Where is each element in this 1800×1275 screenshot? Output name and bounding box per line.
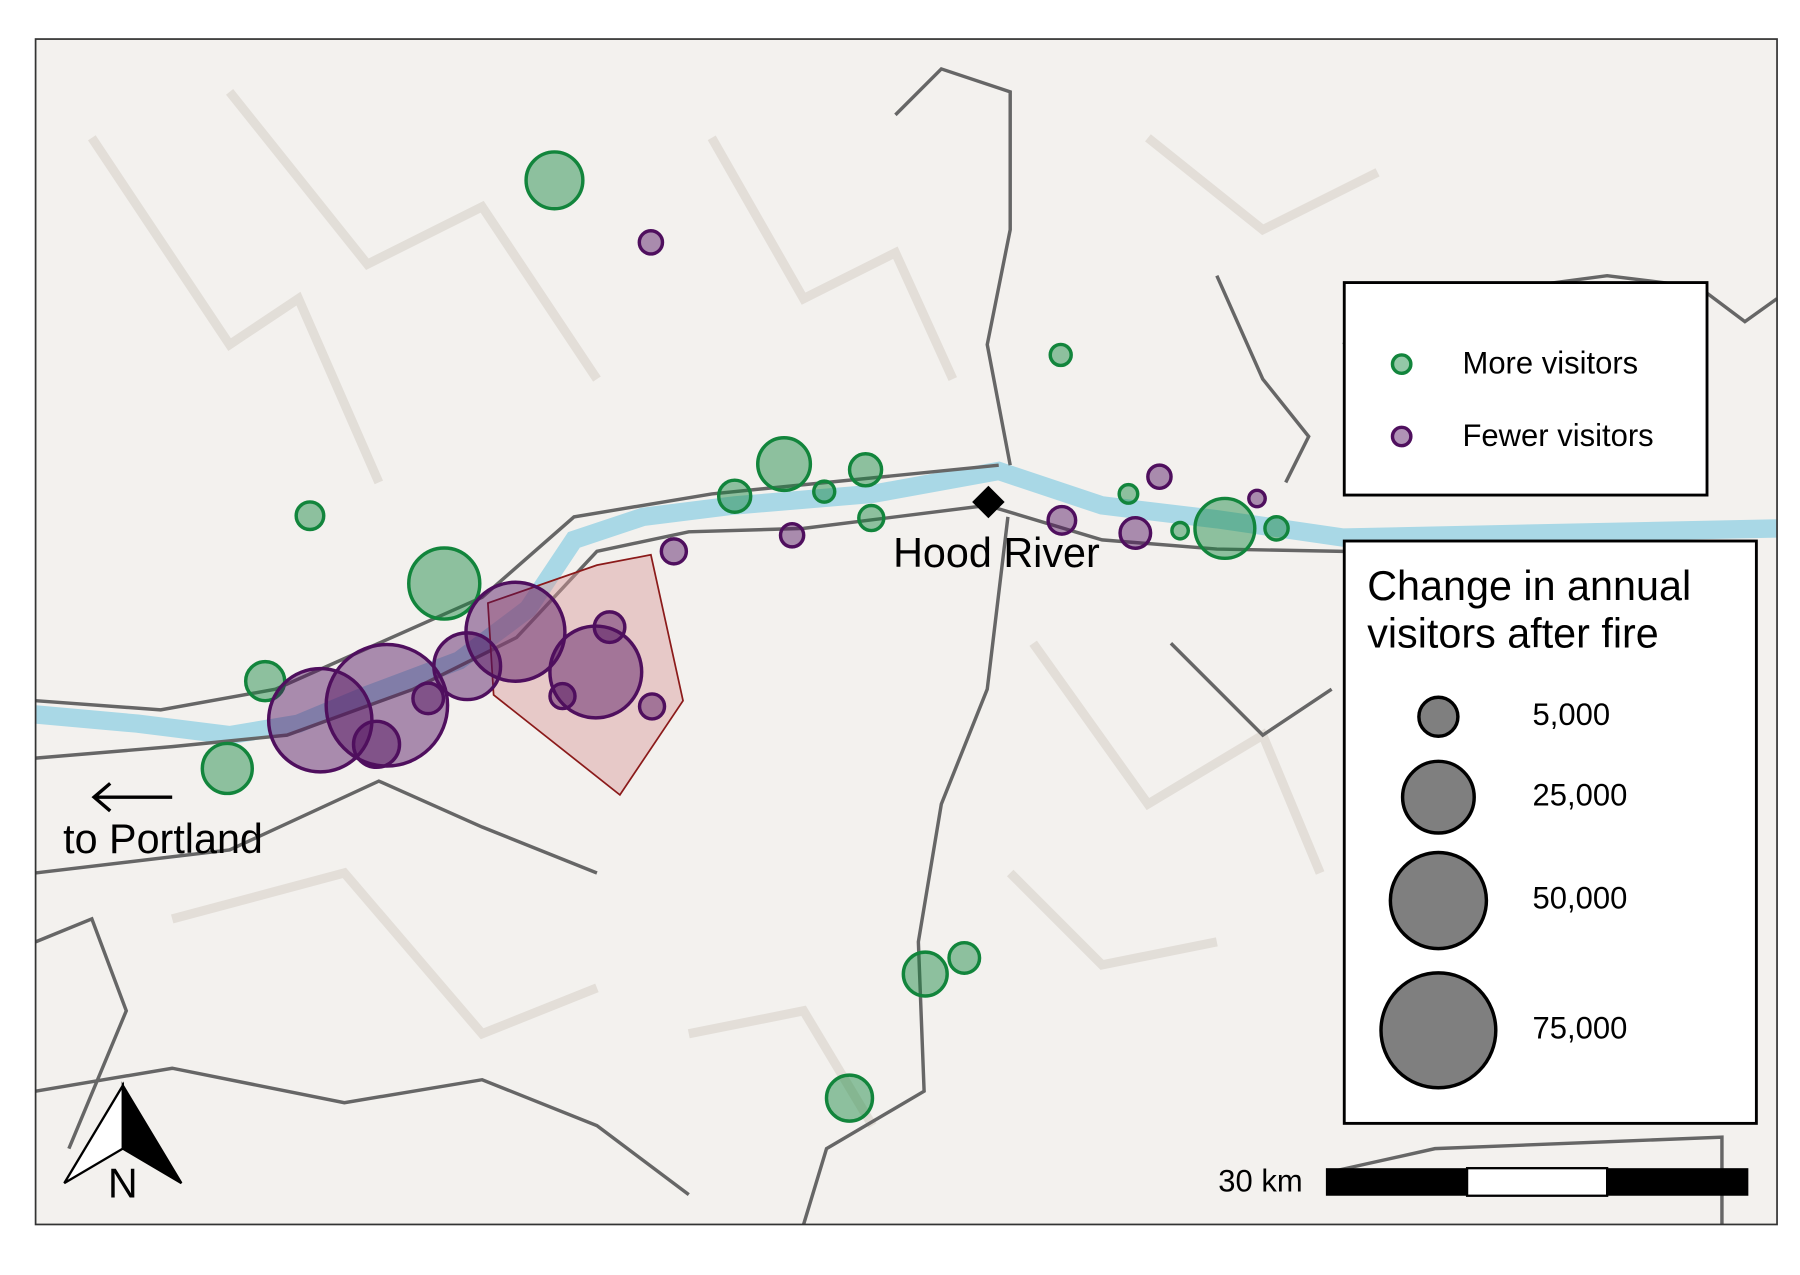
north-label: N: [108, 1160, 138, 1206]
points: [200, 150, 1290, 1123]
size-legend-label: 75,000: [1533, 1011, 1628, 1046]
visitor-point: [659, 537, 689, 566]
visitor-point: [637, 692, 667, 721]
scale-bar: [1465, 1167, 1609, 1197]
visitor-point: [778, 521, 806, 549]
size-legend-key: [1379, 971, 1498, 1090]
legend: More visitors Fewer visitors Change in ann…: [1367, 345, 1691, 1090]
direction-label: to Portland: [63, 816, 263, 862]
visitor-point: [812, 479, 837, 504]
visitor-point: [411, 681, 446, 716]
visitor-point: [1247, 488, 1267, 509]
visitor-point: [1263, 515, 1290, 542]
city-label: Hood River: [893, 530, 1100, 576]
scale-bar: [1607, 1168, 1749, 1196]
visitor-point: [407, 546, 482, 621]
visitor-point: [1118, 515, 1153, 550]
visitor-point: [1146, 463, 1173, 491]
legend-key: [1390, 425, 1413, 448]
scale-label: 30 km: [1218, 1163, 1302, 1198]
visitor-point: [847, 452, 884, 488]
visitor-point: [1117, 482, 1140, 505]
legend-key: [1390, 353, 1413, 376]
river: [34, 461, 1778, 745]
visitor-point: [294, 500, 326, 532]
size-legend-title: visitors after fire: [1367, 610, 1659, 656]
size-legend-label: 5,000: [1533, 697, 1611, 732]
city-marker: [972, 485, 1005, 519]
visitor-point: [947, 940, 982, 975]
visitor-point: [548, 681, 577, 711]
size-legend-label: 50,000: [1533, 881, 1628, 916]
visitor-point: [351, 719, 402, 770]
visitor-point: [1046, 504, 1078, 536]
legend-box: [1342, 281, 1709, 497]
size-legend-title: Change in annual: [1367, 563, 1691, 609]
map-frame: [34, 38, 1778, 1226]
size-legend-key: [1400, 759, 1476, 835]
direction-arrowhead: [91, 782, 112, 813]
visitor-point: [200, 741, 254, 796]
relief: [88, 89, 1380, 1129]
size-legend-key: [1388, 850, 1489, 951]
scale-bar: [1325, 1168, 1468, 1196]
visitor-point: [901, 950, 949, 998]
visitor-point: [524, 150, 585, 211]
visitor-point: [637, 229, 665, 256]
legend-label: Fewer visitors: [1463, 418, 1654, 453]
visitor-point: [1193, 496, 1257, 561]
visitor-point: [592, 610, 627, 645]
visitor-point: [1170, 520, 1191, 541]
visitor-point: [824, 1073, 875, 1123]
visitor-point: [857, 503, 886, 533]
visitor-point: [716, 478, 753, 514]
north-arrow-right: [121, 1081, 183, 1185]
legend-label: More visitors: [1463, 345, 1639, 380]
size-legend-label: 25,000: [1533, 777, 1628, 812]
size-legend-key: [1417, 695, 1460, 738]
visitor-point: [1048, 342, 1073, 368]
fire-perimeter: [486, 553, 684, 797]
visitor-point: [756, 435, 813, 493]
